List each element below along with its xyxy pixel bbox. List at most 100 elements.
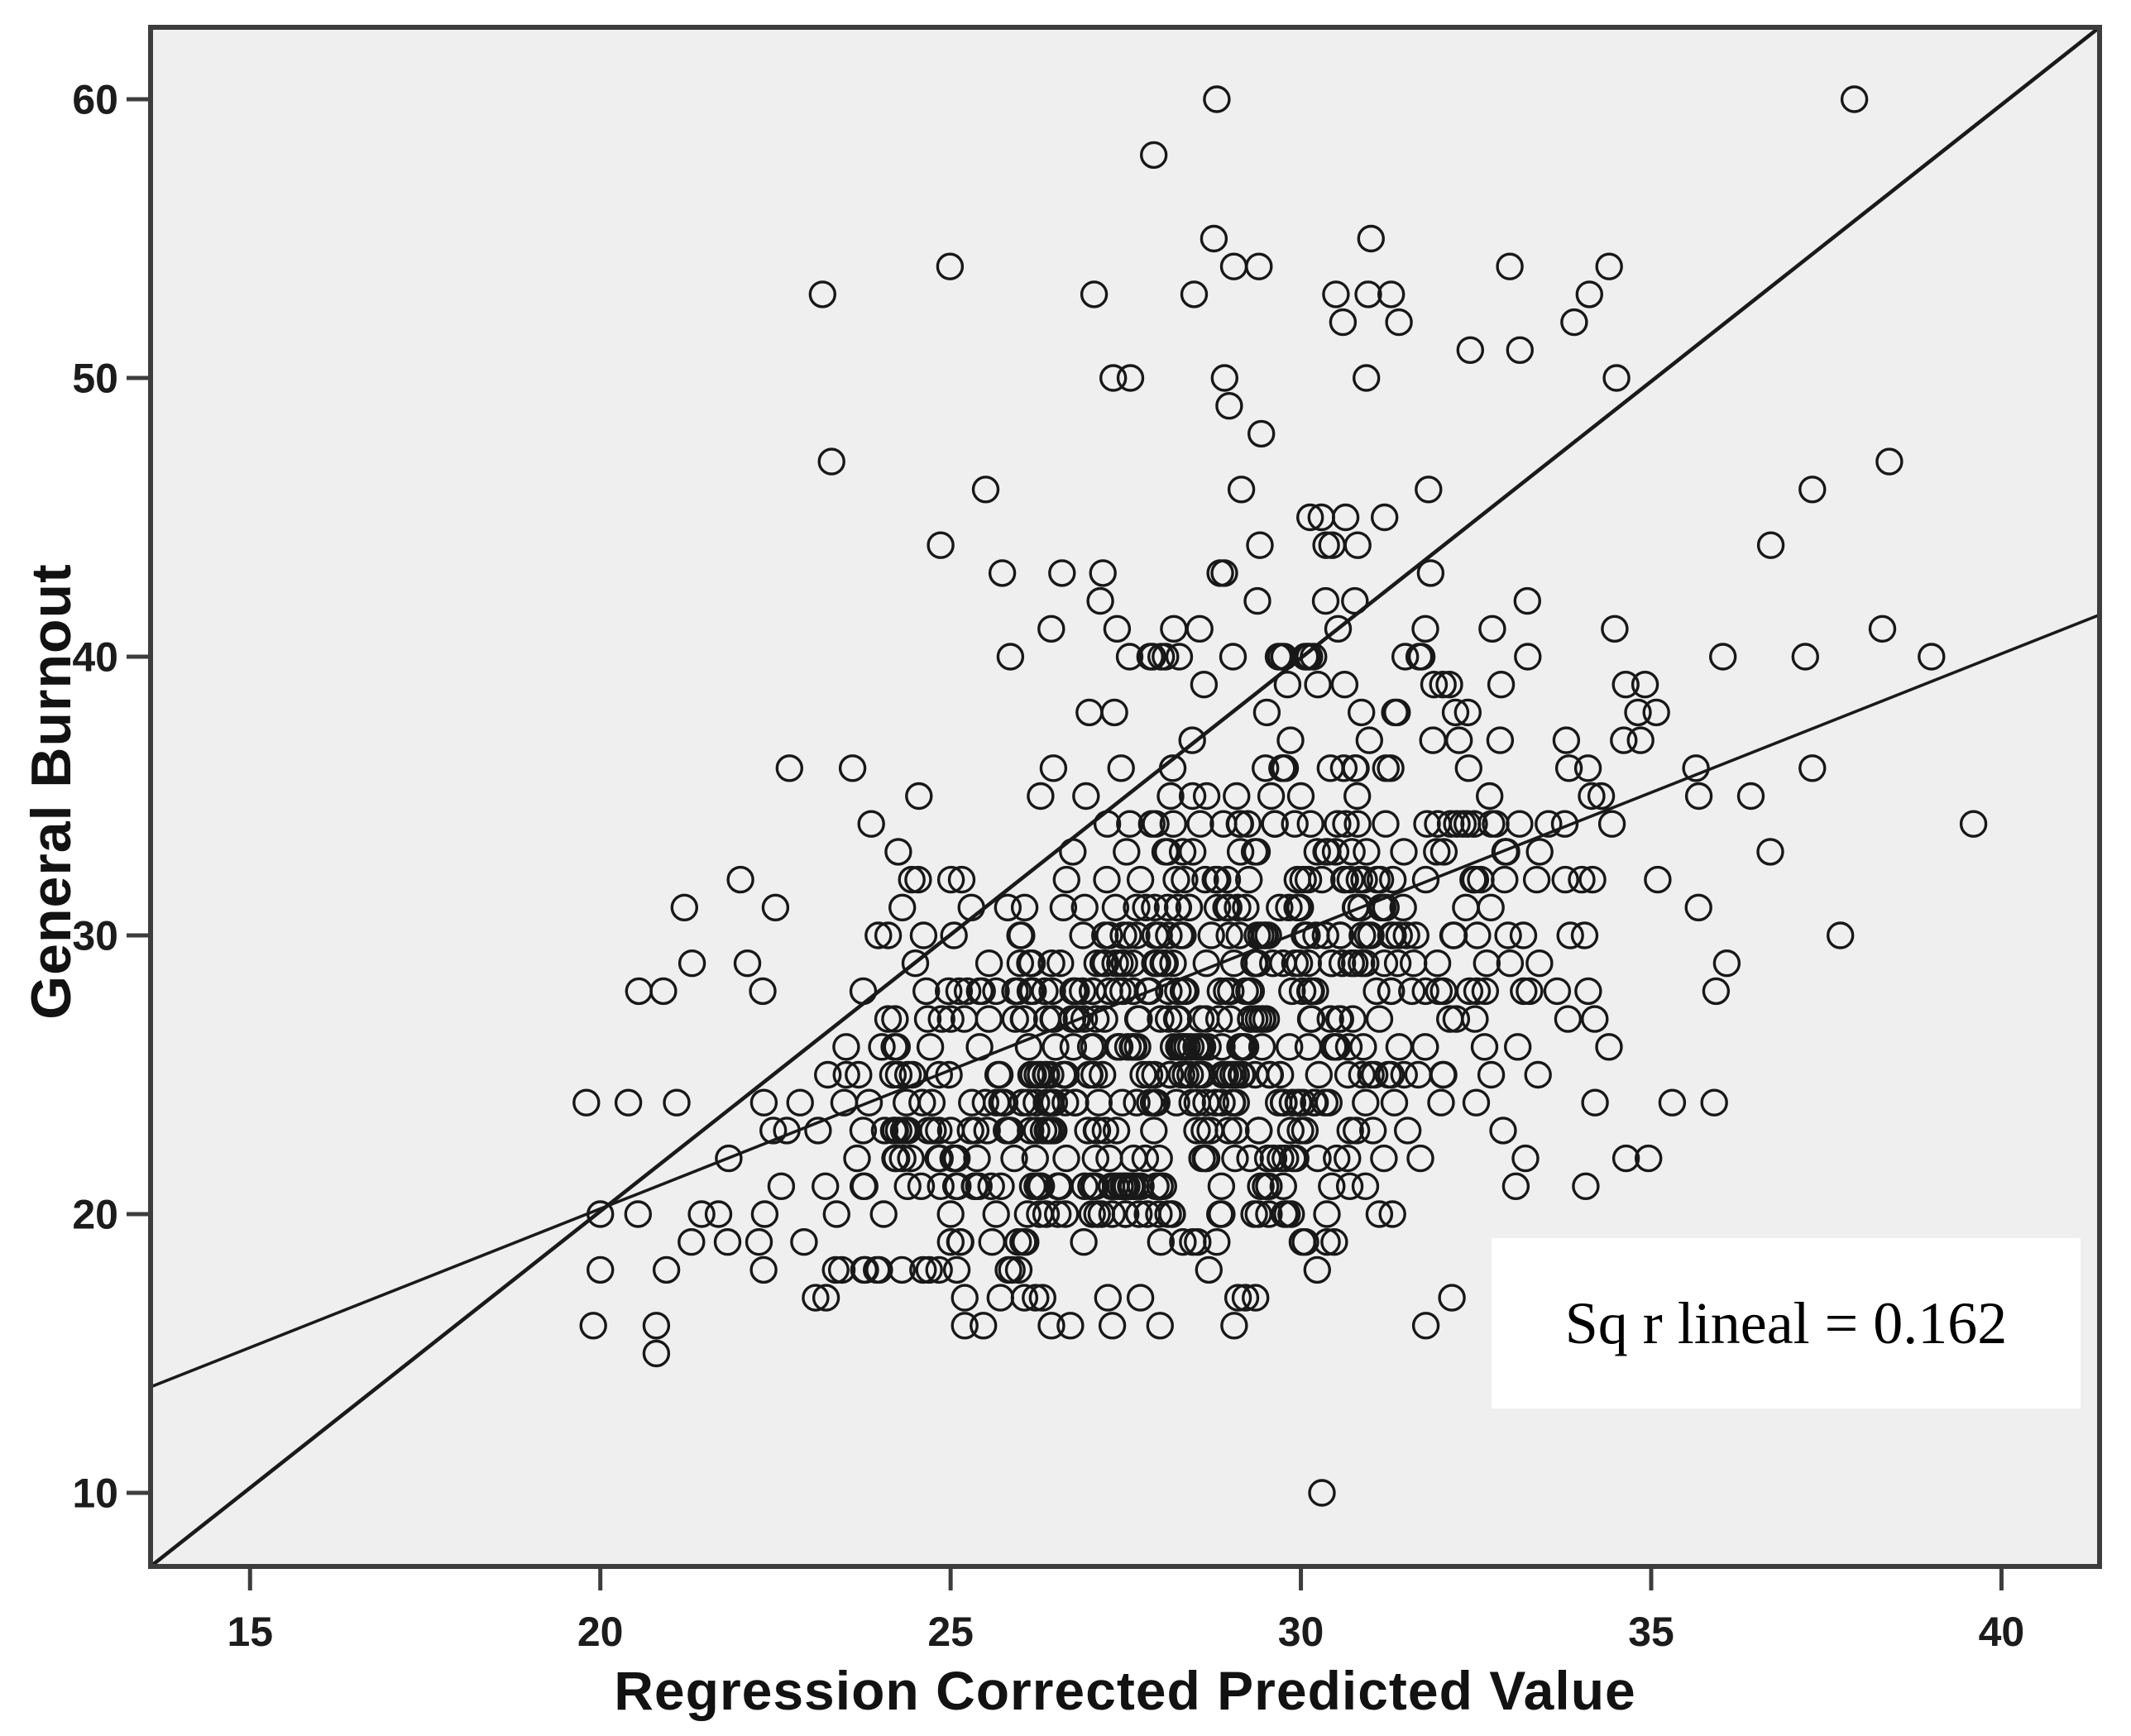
- data-point: [1372, 754, 1401, 782]
- data-point: [1329, 308, 1358, 337]
- data-point: [1398, 977, 1426, 1006]
- data-point: [1210, 559, 1238, 587]
- data-point: [1348, 921, 1377, 949]
- data-point: [1494, 921, 1522, 949]
- data-point: [1462, 1088, 1491, 1117]
- data-point: [1514, 643, 1542, 671]
- data-point: [1556, 921, 1584, 949]
- data-point: [1088, 1060, 1117, 1089]
- data-point: [1051, 1060, 1080, 1089]
- data-point: [1575, 280, 1604, 308]
- data-point: [1126, 1284, 1155, 1312]
- data-point: [1169, 1227, 1197, 1256]
- data-point: [1056, 1312, 1085, 1340]
- data-point: [1240, 949, 1268, 978]
- data-point: [1095, 977, 1123, 1006]
- data-point: [1601, 615, 1629, 643]
- data-point: [1798, 476, 1827, 504]
- data-point: [1459, 865, 1488, 894]
- data-point: [1399, 949, 1428, 978]
- plot-frame: [148, 25, 2102, 1569]
- data-point: [1311, 921, 1340, 949]
- data-point: [1235, 977, 1263, 1006]
- data-point: [1420, 671, 1449, 699]
- axes: 10 20 30 40 50 60 15 20 25 30 35 40: [72, 76, 2024, 1655]
- data-point: [1311, 586, 1340, 615]
- data-point: [1511, 1144, 1540, 1173]
- data-point: [1452, 893, 1480, 922]
- data-point: [965, 1033, 994, 1061]
- data-point: [832, 1060, 860, 1089]
- data-point: [1473, 949, 1501, 978]
- data-point: [951, 1284, 979, 1312]
- data-point: [1358, 1117, 1387, 1145]
- data-point: [1042, 1033, 1070, 1061]
- data-point: [1283, 893, 1311, 922]
- data-point: [1475, 782, 1504, 811]
- data-point: [1756, 838, 1784, 866]
- data-point: [663, 1088, 691, 1117]
- data-point: [1456, 336, 1485, 364]
- data-point: [1390, 1060, 1419, 1089]
- data-point: [1232, 893, 1260, 922]
- data-point: [1039, 754, 1068, 782]
- data-point: [749, 1255, 778, 1284]
- data-point: [1449, 810, 1477, 838]
- data-point: [1684, 782, 1713, 811]
- data-point: [897, 1144, 925, 1173]
- data-point: [1158, 754, 1187, 782]
- data-point: [1149, 1172, 1178, 1201]
- data-point: [1626, 726, 1655, 754]
- data-point: [1142, 1088, 1171, 1117]
- data-point: [1535, 810, 1563, 838]
- data-point: [1139, 141, 1168, 170]
- data-point: [1353, 838, 1381, 866]
- data-point: [1516, 977, 1544, 1006]
- data-point: [1241, 1284, 1270, 1312]
- x-axis-title: Regression Corrected Predicted Value: [614, 1660, 1636, 1721]
- data-point: [864, 921, 893, 949]
- data-point: [804, 1117, 832, 1145]
- data-point: [1273, 671, 1302, 699]
- data-point: [817, 447, 845, 476]
- data-point: [996, 643, 1025, 671]
- data-point: [1032, 1200, 1061, 1228]
- data-point: [1094, 1284, 1123, 1312]
- data-point: [909, 921, 938, 949]
- data-point: [850, 1172, 879, 1201]
- data-point: [1341, 754, 1369, 782]
- data-point: [1286, 782, 1315, 811]
- data-point: [893, 1060, 922, 1089]
- data-point: [1223, 782, 1251, 811]
- data-point: [1491, 838, 1520, 866]
- data-point: [1089, 949, 1118, 978]
- data-point: [1295, 503, 1324, 532]
- data-point: [936, 1117, 965, 1145]
- data-point: [1022, 1284, 1050, 1312]
- data-point: [1049, 893, 1078, 922]
- data-point: [1334, 1033, 1363, 1061]
- data-point: [1429, 838, 1458, 866]
- data-point: [1158, 1200, 1186, 1228]
- data-point: [1162, 1088, 1190, 1117]
- data-point: [761, 893, 790, 922]
- data-point: [1046, 949, 1075, 978]
- data-point: [678, 1227, 706, 1256]
- data-point: [1123, 893, 1151, 922]
- data-point: [587, 1200, 615, 1228]
- data-point: [812, 1172, 840, 1201]
- data-point: [988, 1088, 1016, 1117]
- data-point: [865, 1255, 893, 1284]
- data-point: [1296, 810, 1324, 838]
- data-point: [1487, 671, 1516, 699]
- data-point: [1429, 1060, 1458, 1089]
- data-point: [649, 977, 678, 1006]
- data-point: [1052, 1144, 1080, 1173]
- data-point: [1595, 1033, 1623, 1061]
- data-point: [786, 1088, 814, 1117]
- data-point: [1324, 810, 1352, 838]
- data-point: [1736, 782, 1765, 811]
- data-point: [1411, 865, 1440, 894]
- data-point: [1160, 615, 1188, 643]
- data-point: [960, 1172, 989, 1201]
